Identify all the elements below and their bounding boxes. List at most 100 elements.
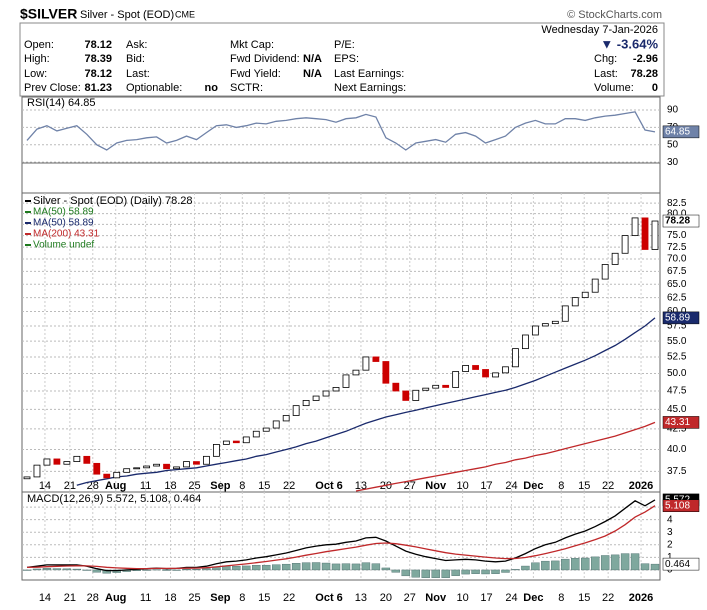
candle xyxy=(83,455,91,464)
candle xyxy=(492,372,499,378)
x-tick-label: 25 xyxy=(188,592,200,604)
candle xyxy=(472,365,479,370)
candle xyxy=(73,455,81,462)
x-tick-label: 21 xyxy=(64,480,76,492)
candle xyxy=(33,464,41,478)
last-value-box xyxy=(662,416,700,429)
quote-value: 81.23 xyxy=(84,82,112,94)
histogram-bar xyxy=(72,568,82,571)
histogram-bar xyxy=(531,562,540,571)
candle xyxy=(482,369,489,378)
quote-label: Last Earnings: xyxy=(334,68,404,80)
quote-value: 78.39 xyxy=(84,53,112,65)
histogram-bar xyxy=(262,564,271,571)
histogram-bar xyxy=(610,554,620,571)
quote-value: 0 xyxy=(652,82,658,94)
histogram-bar xyxy=(172,569,181,571)
y-tick-label: 52.5 xyxy=(667,352,687,363)
x-tick-label: 8 xyxy=(558,480,564,492)
last-value-box xyxy=(662,214,700,228)
quote-label: Optionable: xyxy=(126,82,182,94)
x-tick-label: 11 xyxy=(140,480,151,492)
instrument-name: Silver - Spot (EOD) xyxy=(80,9,174,21)
blank-panel xyxy=(21,162,661,194)
quote-value: N/A xyxy=(303,68,322,80)
histogram-bar xyxy=(92,569,101,573)
last-value-label: 0.464 xyxy=(665,559,690,570)
quote-value: N/A xyxy=(303,53,322,65)
y-tick-label: 3 xyxy=(667,527,673,538)
x-tick-label: 2026 xyxy=(629,480,653,492)
legend-entry: MA(50) 58.89 xyxy=(33,207,94,218)
candle xyxy=(242,436,250,444)
change-percent: ▼ -3.64% xyxy=(600,36,658,51)
x-tick-label: 14 xyxy=(39,592,51,604)
histogram-bar xyxy=(42,567,52,571)
quote-label: Prev Close: xyxy=(24,82,81,94)
exchange: CME xyxy=(175,9,195,19)
quote-value: 78.12 xyxy=(84,39,112,51)
y-tick-label: 72.5 xyxy=(667,242,687,253)
y-tick-label: 4 xyxy=(667,514,673,525)
histogram-bar xyxy=(162,569,171,571)
candle xyxy=(103,473,111,479)
candle xyxy=(432,384,440,389)
x-tick-label: 13 xyxy=(355,592,367,604)
quote-label: SCTR: xyxy=(230,82,263,94)
histogram-bar xyxy=(630,553,640,571)
x-tick-label: 2026 xyxy=(629,592,653,604)
histogram-bar xyxy=(571,558,580,571)
x-tick-label: 18 xyxy=(164,592,176,604)
candle xyxy=(133,467,141,470)
candle xyxy=(272,420,280,429)
candle xyxy=(541,323,549,327)
quote-label: Volume: xyxy=(594,82,634,94)
histogram-bar xyxy=(102,569,111,574)
legend-entry: Volume undef xyxy=(33,240,94,251)
histogram-bar xyxy=(491,569,500,574)
candle xyxy=(173,466,180,470)
panel-title: MACD(12,26,9) 5.572, 5.108, 0.464 xyxy=(27,493,201,505)
histogram-bar xyxy=(112,569,121,573)
histogram-bar xyxy=(142,569,151,571)
candle xyxy=(512,348,519,368)
x-tick-label: Dec xyxy=(523,480,543,492)
x-tick-label: 10 xyxy=(456,592,468,604)
candle xyxy=(382,361,390,384)
series-line xyxy=(26,111,656,151)
x-tick-label: Nov xyxy=(425,592,447,604)
x-tick-label: 15 xyxy=(578,592,590,604)
candle xyxy=(551,320,559,325)
x-tick-label: 27 xyxy=(404,480,416,492)
histogram-bar xyxy=(321,562,331,571)
y-tick-label: 65.0 xyxy=(667,279,687,290)
x-tick-label: Sep xyxy=(210,480,230,492)
x-tick-label: Aug xyxy=(105,592,126,604)
y-tick-label: 50 xyxy=(667,139,679,150)
candle xyxy=(581,291,589,299)
x-tick-label: 15 xyxy=(258,480,270,492)
histogram-bar xyxy=(581,557,590,571)
histogram-bar xyxy=(182,568,191,571)
y-tick-label: 90 xyxy=(667,105,679,116)
brand: © StockCharts.com xyxy=(567,9,662,21)
x-tick-label: 8 xyxy=(239,480,245,492)
quote-label: Low: xyxy=(24,68,47,80)
histogram-bar xyxy=(62,568,72,571)
x-tick-label: Sep xyxy=(210,592,230,604)
x-tick-label: 17 xyxy=(480,592,492,604)
histogram-bar xyxy=(152,569,161,571)
candle xyxy=(183,461,190,468)
candle xyxy=(292,405,300,416)
x-tick-label: 27 xyxy=(404,592,416,604)
candle xyxy=(561,305,569,322)
y-tick-label: 70.0 xyxy=(667,254,687,265)
candle xyxy=(352,369,360,376)
candle xyxy=(153,463,160,467)
y-tick-label: 40.0 xyxy=(667,444,687,455)
candle xyxy=(422,387,430,391)
y-tick-label: 62.5 xyxy=(667,292,687,303)
histogram-bar xyxy=(242,565,251,571)
quote-label: Next Earnings: xyxy=(334,82,406,94)
